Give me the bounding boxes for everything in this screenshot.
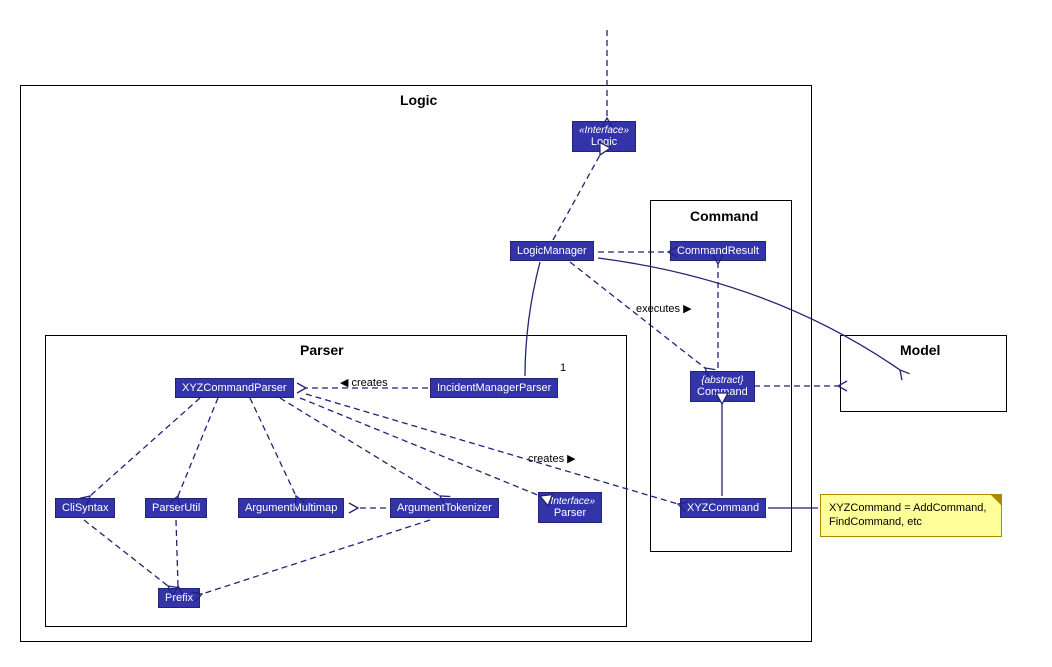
class-name: ArgumentMultimap	[245, 502, 337, 514]
class-name: Logic	[579, 136, 629, 148]
class-name: ArgumentTokenizer	[397, 502, 492, 514]
label-creates-1: ◀ creates	[340, 376, 388, 389]
uml-note: XYZCommand = AddCommand, FindCommand, et…	[820, 494, 1002, 537]
class-name: ParserUtil	[152, 502, 200, 514]
class-name: Parser	[545, 507, 595, 519]
class-parser-util: ParserUtil	[145, 498, 207, 518]
class-argument-multimap: ArgumentMultimap	[238, 498, 344, 518]
class-name: XYZCommandParser	[182, 382, 287, 394]
class-cli-syntax: CliSyntax	[55, 498, 115, 518]
label-executes: executes ▶	[636, 302, 692, 315]
class-name: CommandResult	[677, 245, 759, 257]
package-parser-title: Parser	[300, 342, 344, 358]
note-fold-icon	[991, 495, 1001, 505]
class-xyz-command: XYZCommand	[680, 498, 766, 518]
class-incident-manager-parser: IncidentManagerParser	[430, 378, 558, 398]
class-argument-tokenizer: ArgumentTokenizer	[390, 498, 499, 518]
class-name: IncidentManagerParser	[437, 382, 551, 394]
class-interface-logic: «Interface» Logic	[572, 121, 636, 152]
class-name: XYZCommand	[687, 502, 759, 514]
class-name: Command	[697, 386, 748, 398]
label-multiplicity-1: 1	[560, 362, 566, 374]
class-interface-parser: «Interface» Parser	[538, 492, 602, 523]
class-name: Prefix	[165, 592, 193, 604]
class-xyz-command-parser: XYZCommandParser	[175, 378, 294, 398]
class-name: CliSyntax	[62, 502, 108, 514]
class-command-result: CommandResult	[670, 241, 766, 261]
class-name: LogicManager	[517, 245, 587, 257]
note-line1: XYZCommand = AddCommand,	[829, 502, 986, 514]
package-model-title: Model	[900, 342, 940, 358]
stereotype-label: {abstract}	[697, 375, 748, 386]
note-line2: FindCommand, etc	[829, 516, 922, 528]
stereotype-label: «Interface»	[545, 496, 595, 507]
package-logic-title: Logic	[400, 92, 437, 108]
class-abstract-command: {abstract} Command	[690, 371, 755, 402]
label-creates-2: creates ▶	[528, 452, 576, 465]
package-command-title: Command	[690, 208, 758, 224]
class-prefix: Prefix	[158, 588, 200, 608]
class-logic-manager: LogicManager	[510, 241, 594, 261]
stereotype-label: «Interface»	[579, 125, 629, 136]
